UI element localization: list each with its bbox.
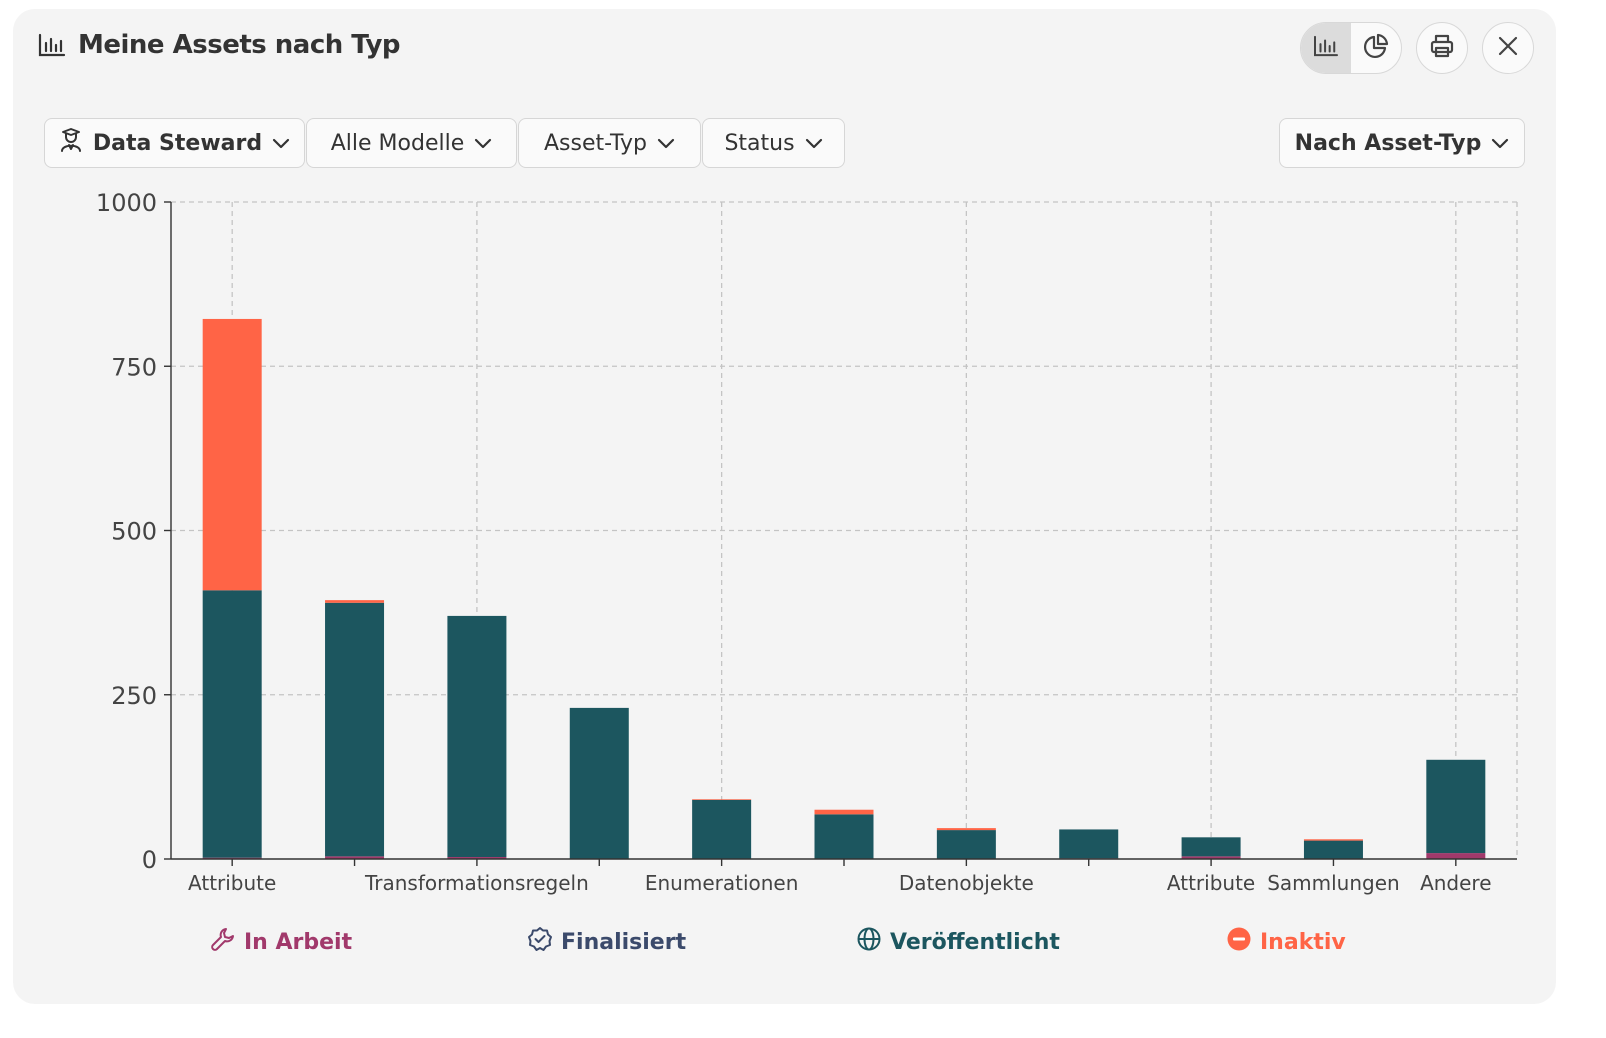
legend-finalisiert[interactable]: Finalisiert — [527, 926, 686, 958]
bar-chart-icon — [38, 33, 66, 57]
bar-segment — [692, 799, 752, 859]
legend-label: Veröffentlicht — [890, 929, 1060, 955]
chevron-down-icon — [805, 131, 823, 156]
legend-label: Finalisiert — [561, 929, 687, 955]
group-by-label: Nach Asset-Typ — [1294, 130, 1482, 156]
filter-models[interactable]: Alle Modelle — [306, 118, 517, 168]
bar-segment — [814, 809, 874, 815]
y-tick-label: 750 — [111, 353, 157, 381]
bar-segment — [325, 856, 385, 859]
filter-label: Asset-Typ — [543, 130, 648, 156]
close-icon — [1497, 35, 1519, 61]
x-tick-label: Enumerationen — [645, 871, 799, 895]
bar-segment — [1426, 759, 1486, 854]
pie-view-button[interactable] — [1351, 23, 1401, 73]
bar-segment — [1426, 853, 1486, 859]
chart-type-toggle[interactable] — [1300, 22, 1402, 74]
x-tick-label: Attribute — [188, 871, 276, 895]
chevron-down-icon — [474, 131, 492, 156]
bar-segment — [1303, 840, 1363, 859]
chart-card — [13, 9, 1556, 1004]
globe-icon — [856, 926, 882, 958]
x-tick-label: Datenobjekte — [899, 871, 1034, 895]
bar-segment — [202, 590, 262, 858]
filter-status[interactable]: Status — [702, 118, 845, 168]
legend-veroeffentlicht[interactable]: Veröffentlicht — [856, 926, 1060, 958]
x-tick-label: Transformationsregeln — [364, 871, 589, 895]
bar-view-button[interactable] — [1301, 23, 1351, 73]
bar-segment — [447, 857, 507, 859]
minus-circle-icon — [1226, 926, 1252, 958]
y-tick-label: 1000 — [96, 189, 157, 217]
bar-segment — [1059, 829, 1119, 859]
y-tick-label: 250 — [111, 682, 157, 710]
chevron-down-icon — [657, 131, 675, 156]
bar-segment — [814, 814, 874, 859]
bar-segment — [936, 830, 996, 859]
check-badge-icon — [527, 926, 553, 958]
chevron-down-icon — [1491, 131, 1509, 156]
x-tick-label: Sammlungen — [1267, 871, 1400, 895]
legend-inaktiv[interactable]: Inaktiv — [1226, 926, 1346, 958]
bar-chart-icon — [1313, 35, 1339, 61]
print-button[interactable] — [1416, 22, 1468, 74]
legend-in-arbeit[interactable]: In Arbeit — [210, 926, 352, 958]
bar-segment — [1181, 856, 1241, 859]
x-tick-label: Andere — [1420, 871, 1491, 895]
filter-label: Alle Modelle — [330, 130, 465, 156]
y-tick-label: 500 — [111, 518, 157, 546]
bar-segment — [1181, 837, 1241, 857]
filter-label: Data Steward — [92, 130, 263, 156]
user-icon — [59, 127, 83, 159]
printer-icon — [1429, 33, 1455, 63]
bar-segment — [325, 602, 385, 857]
bar-segment — [692, 799, 752, 800]
bar-segment — [1303, 839, 1363, 841]
filter-data-steward[interactable]: Data Steward — [44, 118, 305, 168]
chevron-down-icon — [272, 131, 290, 156]
group-by-select[interactable]: Nach Asset-Typ — [1279, 118, 1525, 168]
pie-chart-icon — [1363, 33, 1389, 63]
x-tick-label: Attribute — [1167, 871, 1255, 895]
y-tick-label: 0 — [142, 846, 157, 874]
wrench-icon — [210, 926, 236, 958]
filter-label: Status — [724, 130, 795, 156]
legend-label: Inaktiv — [1260, 929, 1346, 955]
bar-segment — [569, 707, 629, 859]
header: Meine Assets nach Typ — [38, 30, 401, 60]
bar-segment — [325, 600, 385, 603]
legend-label: In Arbeit — [244, 929, 353, 955]
page-title: Meine Assets nach Typ — [78, 30, 401, 60]
bar-segment — [447, 615, 507, 858]
close-button[interactable] — [1482, 22, 1534, 74]
filter-asset-type[interactable]: Asset-Typ — [518, 118, 701, 168]
bar-segment — [202, 318, 262, 591]
bar-segment — [936, 828, 996, 831]
